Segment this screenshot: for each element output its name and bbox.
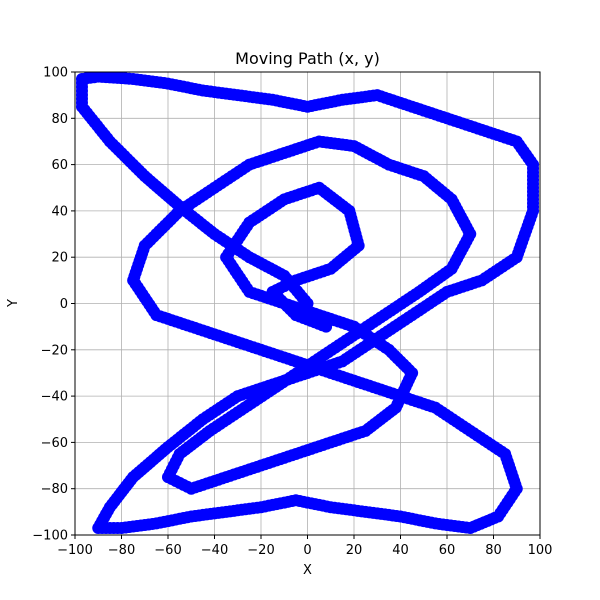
x-tick-label: −80 [108, 543, 135, 558]
path-point [320, 320, 333, 333]
y-tick-label: 100 [43, 66, 68, 81]
x-tick-label: 0 [303, 543, 311, 558]
y-tick-label: 60 [51, 158, 68, 173]
y-tick-label: 20 [51, 251, 68, 266]
x-tick-label: 40 [392, 543, 409, 558]
y-tick-label: 40 [51, 204, 68, 219]
y-tick-label: 0 [60, 297, 68, 312]
x-tick-label: −100 [57, 543, 93, 558]
path-layer [75, 72, 540, 535]
x-tick-label: −40 [201, 543, 228, 558]
chart-title: Moving Path (x, y) [235, 49, 380, 68]
x-axis-label: X [303, 563, 312, 578]
y-tick-label: −60 [41, 436, 68, 451]
y-axis-label: Y [6, 299, 21, 308]
x-tick-label: −60 [154, 543, 181, 558]
x-tick-label: 60 [439, 543, 456, 558]
y-tick-label: −100 [32, 529, 68, 544]
x-tick-label: −20 [247, 543, 274, 558]
y-tick-label: 80 [51, 112, 68, 127]
y-axis: −100 −80 −60 −40 −20 0 20 40 60 80 100 [32, 66, 75, 544]
x-tick-label: 100 [528, 543, 553, 558]
y-tick-label: −40 [41, 390, 68, 405]
x-tick-label: 20 [346, 543, 363, 558]
x-axis: −100 −80 −60 −40 −20 0 20 40 60 80 100 [57, 535, 552, 558]
y-tick-label: −20 [41, 343, 68, 358]
y-tick-label: −80 [41, 482, 68, 497]
x-tick-label: 80 [485, 543, 502, 558]
